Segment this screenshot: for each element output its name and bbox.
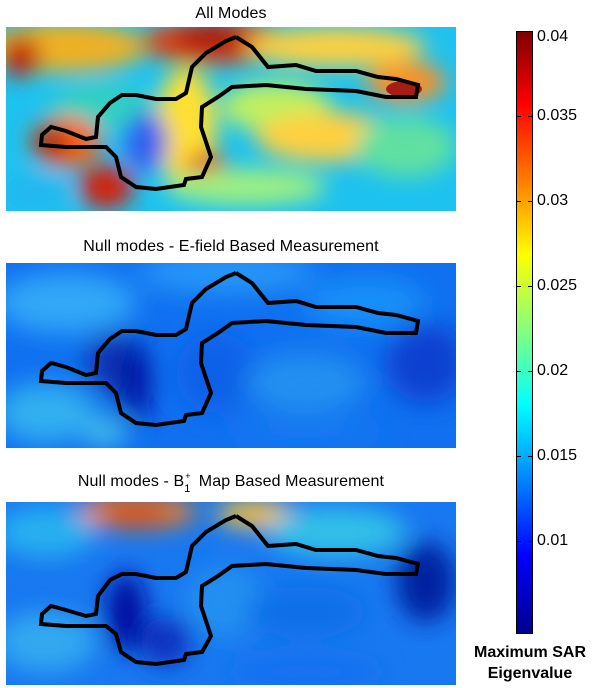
colorbar-tick-mark-right [528, 31, 533, 32]
panel-title-b1map-suffix: Map Based Measurement [194, 473, 385, 490]
anatomy-contour-1 [38, 35, 421, 192]
heatmap-panel-b1map [6, 502, 456, 685]
colorbar-tick-mark [516, 456, 521, 457]
colorbar-tick-mark-right [528, 541, 533, 542]
b1-subscript: 1 [184, 483, 191, 495]
colorbar-tick-mark-right [528, 116, 533, 117]
colorbar-tick-label: 0.04 [537, 28, 569, 45]
colorbar-tick-mark [516, 541, 521, 542]
colorbar-tick-mark-right [528, 456, 533, 457]
colorbar-tick-label: 0.015 [537, 447, 578, 464]
colorbar-tick-mark-right [528, 371, 533, 372]
colorbar-tick-label: 0.03 [537, 192, 569, 209]
b1-plus-symbol: +1 [184, 471, 194, 495]
colorbar [516, 31, 533, 634]
panel-title-all-modes: All Modes [195, 5, 267, 22]
colorbar-tick-mark [516, 201, 521, 202]
colorbar-tick-label: 0.035 [537, 107, 578, 124]
panel-title-efield: Null modes - E-field Based Measurement [83, 238, 379, 255]
colorbar-title-line1: Maximum SAR [473, 644, 587, 661]
anatomy-contour-3 [38, 514, 421, 667]
colorbar-title: Maximum SAR Eigenvalue [460, 642, 596, 684]
colorbar-tick-mark-right [528, 286, 533, 287]
colorbar-tick-mark [516, 116, 521, 117]
heatmap-all-modes [6, 27, 456, 211]
heatmap-efield [6, 263, 456, 448]
colorbar-tick-mark [516, 286, 521, 287]
colorbar-tick-label: 0.02 [537, 362, 569, 379]
colorbar-tick-label: 0.01 [537, 532, 569, 549]
anatomy-contour-2 [38, 271, 421, 428]
colorbar-tick-mark-right [528, 201, 533, 202]
colorbar-tick-label: 0.025 [537, 277, 578, 294]
colorbar-title-line2: Eigenvalue [487, 665, 573, 682]
colorbar-tick-mark [516, 371, 521, 372]
panel-title-b1map: Null modes - B +1 Map Based Measurement [6, 471, 456, 495]
colorbar-tick-mark [516, 31, 521, 32]
heatmap-panel-efield [6, 263, 456, 448]
panel-title-b1map-prefix: Null modes - B [77, 473, 185, 490]
heatmap-b1map [6, 502, 456, 685]
b1-superscript: + [185, 471, 191, 481]
heatmap-panel-all-modes [6, 27, 456, 211]
